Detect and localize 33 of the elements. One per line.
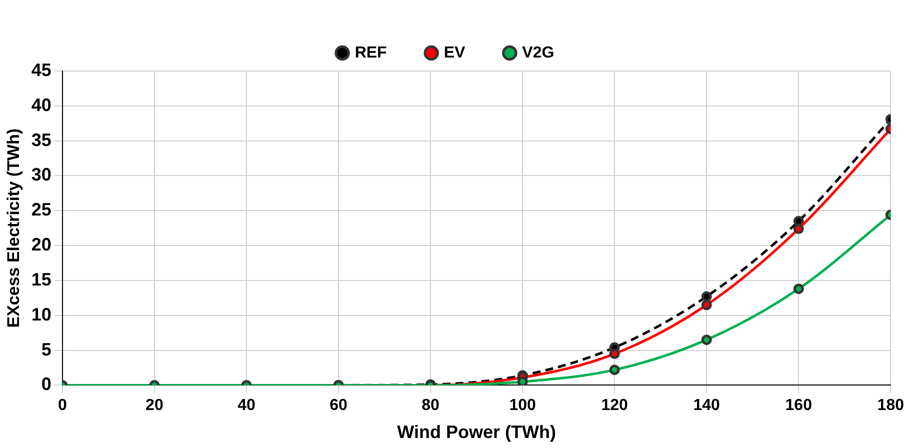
x-tick-label: 100: [509, 397, 536, 414]
legend-label: V2G: [522, 44, 554, 62]
point: [609, 364, 620, 376]
y-tick-label: 40: [31, 94, 52, 115]
y-tick-label: 10: [31, 304, 52, 324]
x-tick-label: 40: [238, 397, 256, 414]
x-axis-title: Wind Power (TWh): [397, 422, 556, 442]
point: [793, 284, 804, 294]
y-tick-label: 35: [31, 130, 52, 150]
y-tick-label: 30: [31, 164, 52, 185]
x-tick-label: 60: [330, 397, 348, 414]
legend-label: REF: [354, 44, 388, 62]
y-tick-label: 45: [31, 60, 52, 80]
legend-label: EV: [444, 44, 466, 62]
x-tick-label: 80: [422, 397, 440, 414]
x-tick-label: 160: [785, 397, 812, 414]
point: [793, 224, 804, 234]
x-tick-label: 0: [58, 397, 67, 414]
y-axis-title: EXcess Electricity (TWh): [4, 128, 23, 328]
y-tick-label: 15: [31, 269, 52, 290]
y-tick-label: 5: [41, 339, 52, 360]
point: [701, 291, 712, 302]
x-tick-label: 120: [601, 397, 628, 414]
y-tick-label: 0: [41, 374, 52, 394]
point: [517, 376, 528, 386]
x-tick-label: 180: [877, 397, 904, 414]
x-tick-label: 20: [146, 397, 164, 414]
point: [701, 334, 712, 346]
point: [609, 348, 620, 360]
point: [701, 300, 712, 310]
y-tick-label: 20: [31, 234, 52, 255]
x-tick-label: 140: [693, 397, 720, 414]
y-tick-label: 25: [31, 200, 52, 220]
